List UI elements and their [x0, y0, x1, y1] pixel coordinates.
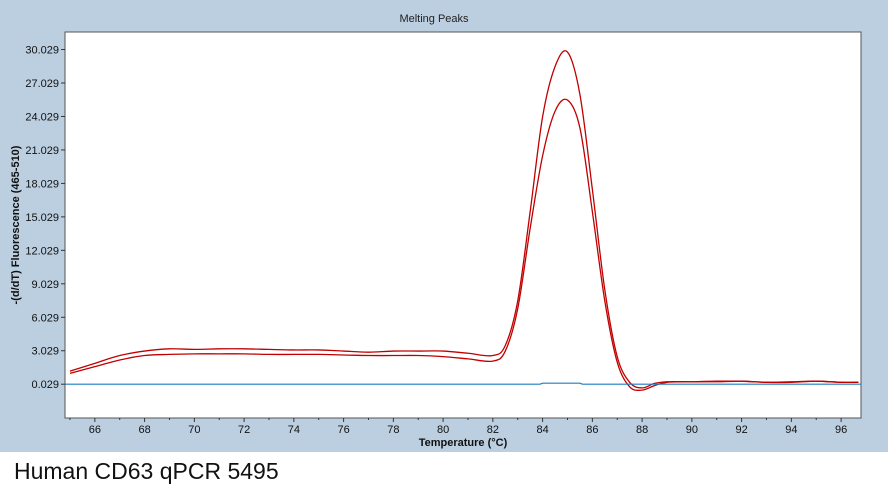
chart-panel: Melting Peaks 66 68 70 72 74 76 78 80 82 84 86 88 90… [0, 0, 888, 452]
x-tick-label: 72 [238, 424, 250, 436]
y-tick-label: 15.029 [25, 212, 59, 224]
x-axis-title: Temperature (°C) [419, 437, 508, 449]
y-tick-label: 18.029 [25, 178, 59, 190]
y-tick-label: 12.029 [25, 245, 59, 257]
x-tick-label: 82 [487, 424, 499, 436]
x-tick-label: 90 [686, 424, 698, 436]
y-axis-title: -(d/dT) Fluorescence (465-510) [10, 145, 22, 304]
melting-peaks-chart: Melting Peaks 66 68 70 72 74 76 78 80 82 84 86 88 90… [10, 13, 862, 449]
x-tick-label: 96 [835, 424, 847, 436]
y-tick-label: 30.029 [25, 45, 59, 57]
y-tick-label: 21.029 [25, 145, 59, 157]
x-tick-label: 94 [785, 424, 797, 436]
y-tick-label: 27.029 [25, 78, 59, 90]
x-tick-label: 70 [188, 424, 200, 436]
plot-area [64, 31, 862, 419]
y-tick-label: 24.029 [25, 111, 59, 123]
sample-series-line-2 [69, 98, 859, 392]
x-axis: 66 68 70 72 74 76 78 80 82 84 86 88 90 92 94 96 [69, 418, 847, 436]
y-axis: 0.029 3.029 6.029 9.029 12.029 15.029 18.029 21… [25, 45, 65, 391]
x-tick-label: 68 [138, 424, 150, 436]
x-tick-label: 86 [586, 424, 598, 436]
figure-caption: Human CD63 qPCR 5495 [14, 458, 279, 484]
baseline-series-line [65, 382, 861, 385]
x-tick-label: 92 [735, 424, 747, 436]
x-tick-label: 66 [89, 424, 101, 436]
x-tick-label: 78 [387, 424, 399, 436]
x-tick-label: 74 [288, 424, 300, 436]
y-tick-label: 6.029 [31, 312, 59, 324]
y-tick-label: 9.029 [31, 279, 59, 291]
y-tick-label: 3.029 [31, 346, 59, 358]
x-tick-label: 80 [437, 424, 449, 436]
x-tick-label: 76 [337, 424, 349, 436]
series-lines [65, 50, 861, 392]
chart-title: Melting Peaks [399, 13, 469, 25]
x-tick-label: 88 [636, 424, 648, 436]
y-tick-label: 0.029 [31, 379, 59, 391]
x-tick-label: 84 [536, 424, 548, 436]
